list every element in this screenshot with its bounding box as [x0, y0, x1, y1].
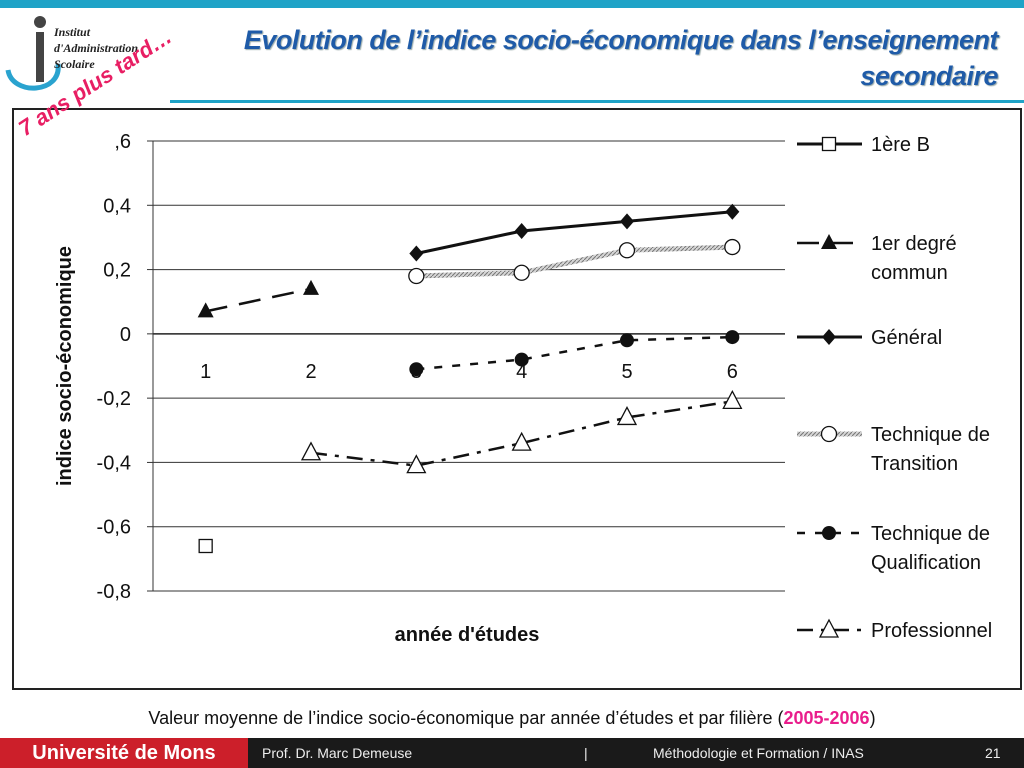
y-tick-label-6: -0,6 [97, 517, 131, 539]
series-line-1 [205, 287, 312, 313]
chart-caption: Valeur moyenne de l’indice socio-économi… [0, 708, 1024, 729]
data-point-2-1 [514, 223, 529, 239]
legend-label-2: Général [871, 327, 942, 349]
x-axis-title: année d'études [395, 624, 540, 646]
y-tick-label-0: ,6 [114, 131, 131, 153]
legend-label-line-3-0: Technique de [871, 424, 990, 446]
legend-marker-5 [818, 618, 840, 638]
series-line-2 [416, 210, 733, 255]
footer-separator: | [584, 745, 588, 761]
x-tick-label-0: 1 [200, 361, 211, 383]
data-point-3-2 [618, 242, 636, 259]
data-point-1-0 [197, 302, 214, 318]
series-line-4 [416, 335, 733, 371]
legend-item-1: 1er degré commun [797, 233, 957, 284]
data-point-3-1 [513, 264, 530, 281]
series-line-3 [416, 244, 733, 279]
legend-label-line-3-1: Transition [871, 453, 958, 475]
data-point-0-0 [198, 538, 213, 554]
legend-marker-2 [822, 329, 836, 345]
y-axis-title: indice socio-économique [54, 246, 76, 486]
x-tick-label-3: 4 [516, 361, 527, 383]
legend-item-2: Général [797, 327, 942, 349]
series-2 [409, 203, 740, 262]
chart-svg: ,60,40,20-0,2-0,4-0,6-0,8123456année d'é… [54, 131, 992, 646]
logo-line-3: Scolaire [54, 57, 95, 71]
data-point-3-3 [724, 238, 741, 256]
legend-label-0: 1ère B [871, 134, 930, 156]
legend-label-1: 1er degré commun [871, 233, 957, 284]
legend-label-line-1-1: commun [871, 262, 948, 284]
header-divider [170, 100, 1024, 103]
series-3 [408, 238, 741, 285]
legend-label-5: Professionnel [871, 620, 992, 642]
data-point-5-1 [406, 454, 427, 474]
legend-marker-0 [821, 136, 837, 152]
legend-item-5: Professionnel [797, 618, 992, 642]
data-point-1-1 [303, 279, 319, 295]
legend-label-line-1-0: 1er degré [871, 233, 957, 255]
y-tick-label-3: 0 [120, 324, 131, 346]
logo-line-1: Institut [54, 25, 91, 39]
y-tick-label-4: -0,2 [97, 388, 131, 410]
y-tick-label-1: 0,4 [103, 195, 131, 217]
logo-emblem-icon [5, 16, 61, 91]
legend-item-3: Technique de Transition [797, 424, 990, 475]
series-1 [197, 279, 319, 318]
legend-item-4: Technique de Qualification [797, 523, 990, 574]
slide-title: Evolution de l’indice socio-économique d… [243, 25, 999, 91]
logo-text: Institut d'Administration Scolaire [54, 24, 138, 72]
data-point-4-3 [725, 330, 740, 345]
data-point-4-0 [409, 362, 424, 377]
legend-label-4: Technique de Qualification [871, 523, 990, 574]
legend-label-line-4-0: Technique de [871, 523, 990, 545]
footer-author: Prof. Dr. Marc Demeuse [262, 745, 413, 761]
y-tick-label-7: -0,8 [97, 581, 131, 603]
x-tick-label-1: 2 [305, 361, 316, 383]
data-point-4-1 [514, 352, 529, 367]
legend-marker-4 [822, 526, 836, 540]
data-point-5-2 [511, 431, 532, 451]
series-0 [198, 538, 213, 554]
data-point-5-0 [300, 441, 322, 461]
data-point-4-2 [620, 333, 634, 348]
legend-item-0: 1ère B [797, 134, 930, 156]
legend-label-3: Technique de Transition [871, 424, 990, 475]
x-tick-label-5: 6 [727, 361, 738, 383]
footer-course: Méthodologie et Formation / INAS [653, 745, 864, 761]
x-tick-label-4: 5 [621, 361, 632, 383]
caption-text: Valeur moyenne de l’indice socio-économi… [148, 708, 784, 728]
legend-marker-3 [820, 425, 838, 443]
data-point-2-3 [725, 203, 740, 220]
y-tick-label-2: 0,2 [103, 260, 131, 282]
caption-period: 2005-2006 [783, 708, 870, 728]
data-point-5-4 [722, 389, 743, 410]
data-point-2-0 [409, 245, 424, 262]
footer-university: Université de Mons [0, 738, 248, 768]
footer-bar: Université de Mons Prof. Dr. Marc Demeus… [0, 738, 1024, 768]
logo-line-2: d'Administration [54, 41, 139, 55]
data-point-5-3 [616, 406, 638, 426]
top-accent-bar [0, 0, 1024, 8]
data-point-2-2 [620, 213, 634, 230]
footer-page-number: 21 [985, 745, 1001, 761]
legend-label-line-4-1: Qualification [871, 552, 981, 574]
caption-end: ) [869, 708, 876, 728]
y-tick-label-5: -0,4 [97, 452, 131, 474]
institute-logo: Institut d'Administration Scolaire [2, 8, 170, 102]
legend-marker-1 [821, 234, 837, 249]
series-5 [300, 389, 743, 474]
series-4 [409, 330, 740, 377]
data-point-3-0 [408, 267, 425, 285]
